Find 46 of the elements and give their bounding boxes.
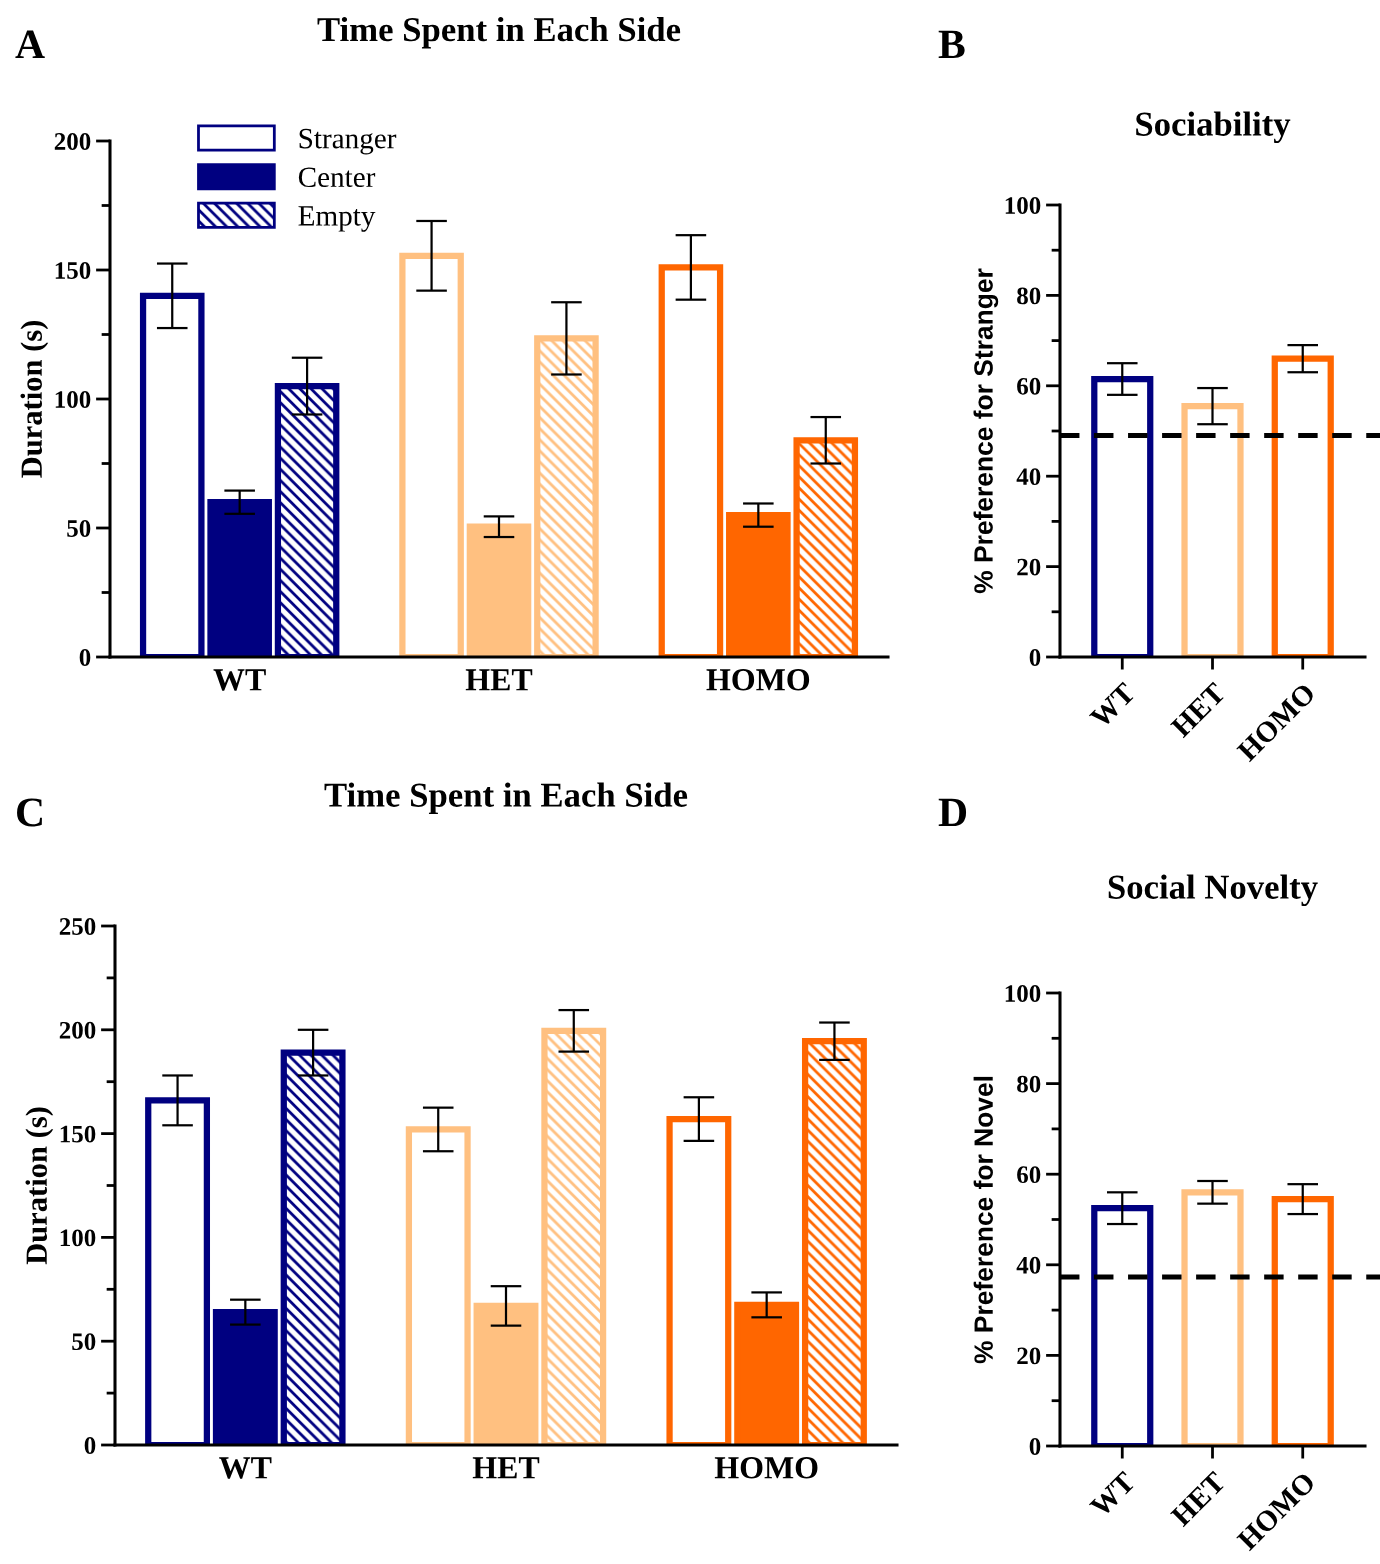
y-tick-label: 150 xyxy=(55,262,91,279)
text: C xyxy=(17,798,42,827)
x-tick-label: HOMO xyxy=(706,669,810,691)
y-tick-label: 80 xyxy=(1017,287,1041,305)
y-tick-label: 0 xyxy=(1029,1438,1041,1455)
chart-title: Time Spent in Each Side xyxy=(324,782,688,814)
legend-label: Stranger xyxy=(299,128,397,155)
y-tick-label: 200 xyxy=(54,133,91,150)
y-tick-label: 50 xyxy=(72,1333,96,1351)
x-tick-label: WT xyxy=(213,669,266,691)
y-tick-label: 80 xyxy=(1017,1075,1041,1093)
y-axis-title: % Preference for Novel xyxy=(973,1076,993,1364)
x-tick-label: HET xyxy=(465,669,533,691)
text: B xyxy=(938,30,965,59)
x-tick-label: HOMO xyxy=(714,1457,818,1479)
text: A xyxy=(15,30,45,58)
y-tick-label: 0 xyxy=(84,1437,96,1454)
y-tick-label: 60 xyxy=(1017,377,1041,395)
y-tick-label: 150 xyxy=(60,1125,96,1143)
y-axis-title: Duration (s) xyxy=(20,320,49,478)
legend-label: Center xyxy=(298,167,376,188)
x-tick-label: HET xyxy=(472,1457,540,1479)
y-tick-label: 60 xyxy=(1017,1166,1041,1184)
y-tick-label: 0 xyxy=(79,649,91,666)
y-tick-label: 100 xyxy=(1005,985,1041,1002)
chart-title: Social Novelty xyxy=(1108,874,1318,907)
y-tick-label: 100 xyxy=(1005,197,1041,214)
legend-label: Empty xyxy=(298,206,376,232)
y-tick-label: 50 xyxy=(67,520,91,537)
y-tick-label: 40 xyxy=(1016,468,1041,486)
x-tick-label: WT xyxy=(1088,1470,1137,1519)
y-tick-label: 40 xyxy=(1016,1256,1041,1274)
x-tick-label: WT xyxy=(1088,681,1137,730)
y-tick-label: 0 xyxy=(1029,649,1041,666)
y-tick-label: 250 xyxy=(59,918,96,935)
y-axis-title: % Preference for Stranger xyxy=(973,268,999,594)
chart-title: Time Spent in Each Side xyxy=(317,16,681,49)
y-tick-label: 100 xyxy=(55,391,91,408)
x-tick-label: WT xyxy=(219,1457,272,1479)
y-tick-label: 20 xyxy=(1017,558,1041,576)
y-tick-label: 200 xyxy=(59,1021,96,1039)
y-tick-label: 20 xyxy=(1017,1347,1041,1365)
y-tick-label: 100 xyxy=(60,1229,96,1247)
y-axis-title: Duration (s) xyxy=(25,1107,54,1265)
text: D xyxy=(938,798,967,827)
chart-title: Sociability xyxy=(1136,111,1291,144)
